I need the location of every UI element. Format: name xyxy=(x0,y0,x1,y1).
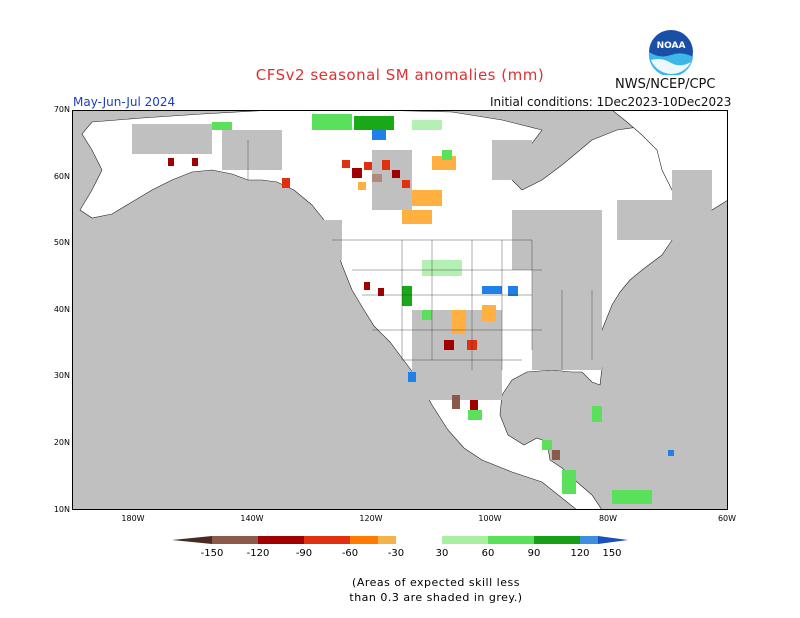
lon-label-100w: 100W xyxy=(478,514,502,523)
political-boundaries xyxy=(247,140,593,370)
colorbar-bin-4 xyxy=(350,536,378,544)
initial-conditions-label: Initial conditions: 1Dec2023-10Dec2023 xyxy=(490,95,732,109)
colorbar-bin-10 xyxy=(580,536,598,544)
colorbar-bin-3 xyxy=(304,536,350,544)
agency-label: NWS/NCEP/CPC xyxy=(615,77,716,92)
colorbar-label-m120: -120 xyxy=(246,548,270,559)
colorbar-label-m30: -30 xyxy=(387,548,405,559)
lon-label-180w: 180W xyxy=(121,514,145,523)
colorbar-label-30: 30 xyxy=(435,548,449,559)
anomaly-map xyxy=(72,110,728,510)
colorbar-arrow-right xyxy=(598,536,628,544)
colorbar xyxy=(172,536,628,544)
lat-label-50n: 50N xyxy=(53,238,70,247)
lon-label-60w: 60W xyxy=(717,514,737,523)
lon-label-80w: 80W xyxy=(598,514,618,523)
colorbar-label-60: 60 xyxy=(481,548,495,559)
colorbar-label-m150: -150 xyxy=(200,548,224,559)
colorbar-label-120: 120 xyxy=(570,548,590,559)
lat-label-70n: 70N xyxy=(53,105,70,114)
skill-note-line2: than 0.3 are shaded in grey.) xyxy=(349,591,523,604)
colorbar-bin-8 xyxy=(488,536,534,544)
lat-label-30n: 30N xyxy=(53,371,70,380)
colorbar-bin-2 xyxy=(258,536,304,544)
noaa-logo: NOAA xyxy=(648,30,693,75)
colorbar-bin-1 xyxy=(212,536,258,544)
colorbar-label-150: 150 xyxy=(602,548,622,559)
map-frame xyxy=(72,110,728,510)
colorbar-label-90: 90 xyxy=(527,548,541,559)
skill-note-line1: (Areas of expected skill less xyxy=(352,576,520,589)
lat-label-40n: 40N xyxy=(53,305,70,314)
colorbar-bin-6 xyxy=(396,536,442,544)
colorbar-bin-5 xyxy=(378,536,396,544)
colorbar-bin-7 xyxy=(442,536,488,544)
lat-label-20n: 20N xyxy=(53,438,70,447)
colorbar-arrow-left xyxy=(172,536,212,544)
colorbar-label-m60: -60 xyxy=(341,548,359,559)
lon-label-120w: 120W xyxy=(359,514,383,523)
season-label: May-Jun-Jul 2024 xyxy=(73,95,176,109)
lat-label-10n: 10N xyxy=(53,505,70,514)
lon-label-140w: 140W xyxy=(240,514,264,523)
colorbar-bin-9 xyxy=(534,536,580,544)
map-title: CFSv2 seasonal SM anomalies (mm) xyxy=(255,66,545,84)
noaa-logo-text: NOAA xyxy=(657,41,686,51)
colorbar-label-m90: -90 xyxy=(295,548,313,559)
lat-label-60n: 60N xyxy=(53,172,70,181)
wet-anomaly-cells xyxy=(212,114,674,504)
